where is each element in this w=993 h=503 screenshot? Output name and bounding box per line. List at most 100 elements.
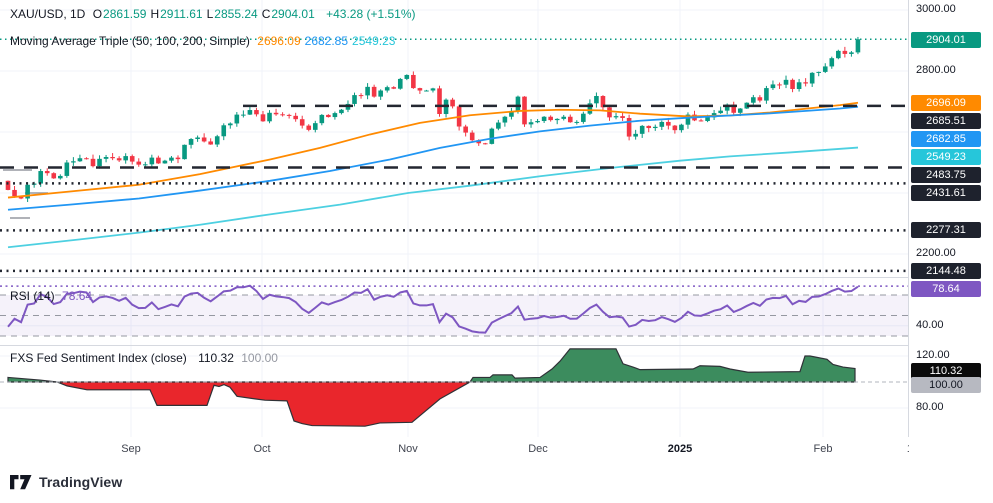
price-badge: 2685.51 (911, 113, 981, 129)
candle-body (751, 97, 756, 103)
sentiment-indicator-title[interactable]: FXS Fed Sentiment Index (close) (10, 351, 187, 365)
time-axis-label: 2025 (667, 443, 693, 455)
sentiment-area-negative (8, 382, 855, 427)
candle-body (358, 95, 364, 97)
candle-body (64, 162, 70, 176)
time-axis-label: Oct (253, 443, 271, 455)
price-scale-label: 2200.00 (916, 247, 956, 259)
candle-body (777, 84, 782, 86)
rsi-indicator-title[interactable]: RSI (14) (10, 289, 55, 303)
sentiment-legend-row[interactable]: FXS Fed Sentiment Index (close) 110.32 1… (10, 351, 282, 365)
sma-100-line (7, 105, 859, 211)
candle-body (136, 161, 142, 165)
candle-body (463, 126, 468, 133)
candle-body (482, 143, 488, 145)
candle-body (214, 136, 220, 145)
candle-body (489, 128, 495, 144)
time-axis-label: Sep (121, 443, 141, 455)
candle-body (51, 173, 57, 179)
candle-body (273, 112, 279, 115)
price-scale[interactable]: 3000.00 2800.00 2200.00 40.00 120.00 80.00 290… (909, 0, 993, 462)
candle-body (496, 122, 501, 129)
candle-body (142, 164, 148, 166)
candle-body (25, 184, 30, 199)
candle-body (319, 114, 325, 124)
change-value: +43.28 (+1.51%) (326, 7, 416, 21)
candle-body (227, 123, 233, 126)
chart-canvas[interactable] (0, 0, 993, 462)
candle-body (169, 157, 174, 161)
candle-body (90, 158, 96, 167)
symbol-title[interactable]: XAU/USD, 1D (10, 7, 86, 21)
candle-body (594, 96, 599, 104)
candle-body (195, 137, 200, 140)
ohlc-value: 2904.01 (271, 7, 315, 21)
time-axis-label: Feb (813, 443, 833, 455)
candle-body (607, 107, 612, 118)
candle-body (646, 125, 652, 129)
price-badge: 2483.75 (911, 167, 981, 183)
candle-body (679, 124, 684, 131)
candle-body (84, 158, 89, 160)
time-axis[interactable]: SepOctNovDec2025Feb19 (0, 437, 993, 462)
candle-body (352, 95, 357, 104)
ohlc-key: H (150, 7, 160, 21)
ma-indicator-title[interactable]: Moving Average Triple (50, 100, 200, Sim… (10, 34, 250, 48)
candle-body (162, 160, 168, 164)
candle-body (339, 109, 344, 114)
candle-body (156, 157, 161, 164)
ma-legend-row[interactable]: Moving Average Triple (50, 100, 200, Sim… (10, 34, 403, 48)
time-axis-label: Dec (528, 443, 548, 455)
candle-body (129, 156, 135, 162)
price-badge: 2904.01 (911, 32, 981, 48)
candle-body (561, 116, 567, 119)
candle-body (260, 114, 266, 122)
candle-body (149, 157, 155, 165)
candle-body (685, 114, 691, 125)
candle-body (208, 141, 213, 145)
candle-body (666, 121, 671, 126)
sma-200-line (7, 146, 859, 249)
candle-body (77, 158, 83, 162)
sma-50-line (7, 101, 859, 199)
sentiment-value: 110.32 (198, 351, 234, 365)
candle-body (764, 88, 769, 101)
candle-body (757, 97, 763, 101)
candle-body (182, 144, 187, 160)
candle-body (574, 121, 580, 123)
candle-body (816, 71, 822, 73)
candle-body (705, 117, 710, 122)
candle-body (744, 102, 750, 109)
tradingview-logo[interactable]: TradingView (10, 474, 122, 490)
candle-body (836, 50, 841, 59)
candle-body (299, 119, 305, 126)
candle-body (384, 87, 390, 91)
candle-body (58, 175, 63, 179)
candle-body (5, 180, 11, 190)
candle-body (672, 125, 678, 131)
candle-body (581, 113, 586, 122)
candle-body (652, 126, 658, 129)
price-badge: 78.64 (911, 281, 981, 297)
candle-body (241, 114, 246, 116)
tradingview-logo-text: TradingView (39, 474, 123, 490)
candle-body (724, 104, 730, 111)
price-scale-label: 120.00 (916, 349, 950, 361)
candle-body (620, 116, 625, 118)
ohlc-key: O (92, 7, 103, 21)
price-scale-label: 40.00 (916, 319, 944, 331)
candle-body (97, 158, 102, 167)
candle-body (18, 196, 24, 199)
candle-body (267, 112, 272, 122)
candle-body (855, 39, 861, 53)
ohlc-value: 2855.24 (214, 7, 258, 21)
candle-body (718, 110, 723, 114)
rsi-legend-row[interactable]: RSI (14) 78.64 (10, 289, 96, 303)
candle-body (286, 114, 292, 116)
price-badge: 2696.09 (911, 95, 981, 111)
tradingview-logo-icon (10, 474, 32, 489)
sentiment-baseline-value: 100.00 (241, 351, 278, 365)
candle-body (659, 121, 665, 127)
symbol-legend-row[interactable]: XAU/USD, 1D O2861.59 H2911.61 L2855.24 C290… (10, 7, 420, 21)
